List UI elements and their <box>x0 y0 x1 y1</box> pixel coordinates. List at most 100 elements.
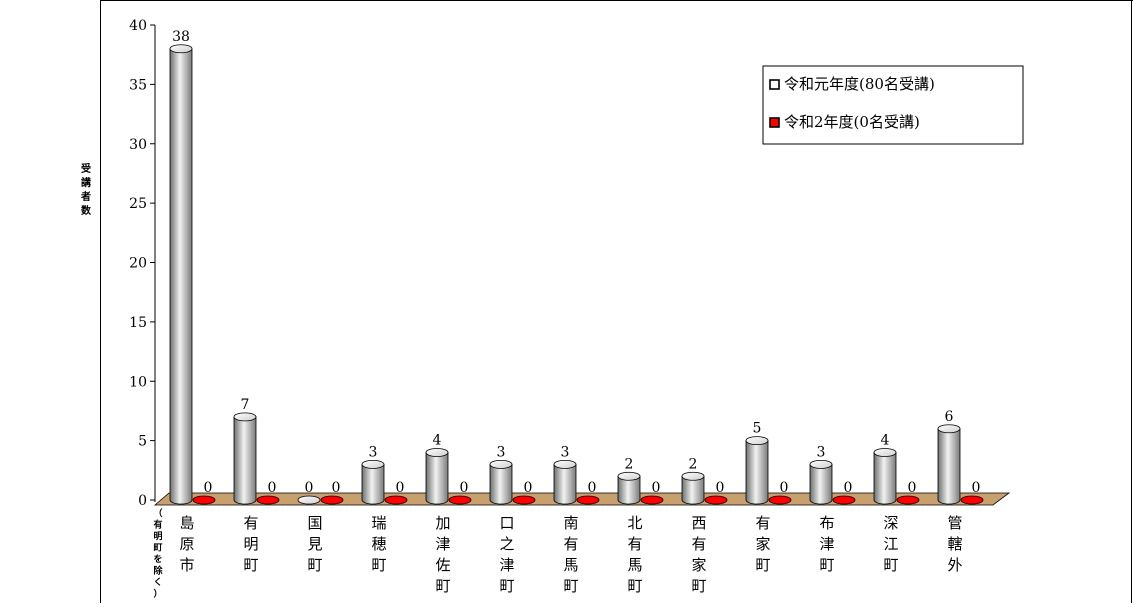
bar-series1: 3 <box>553 444 577 505</box>
data-label-series1: 6 <box>945 409 954 425</box>
bar-series1: 7 <box>233 397 257 505</box>
bar-series2: 0 <box>384 480 408 505</box>
bar-top <box>960 495 984 505</box>
bar-body <box>425 452 449 505</box>
legend-box <box>762 65 1024 145</box>
bar-body <box>873 452 897 505</box>
y-axis-label-char: 講 <box>81 176 91 189</box>
bar-series2: 0 <box>768 480 792 505</box>
data-label-series1: 3 <box>369 444 378 460</box>
y-axis-label-char: 受 <box>81 162 91 175</box>
x-tick-label: 有明町 <box>243 514 258 574</box>
bar-top <box>681 471 705 481</box>
y-tick-label: 5 <box>138 434 147 450</box>
data-label-series2: 0 <box>780 480 789 496</box>
data-label-series2: 0 <box>652 480 661 496</box>
data-label-series2: 0 <box>972 480 981 496</box>
data-label-series2: 0 <box>396 480 405 496</box>
bar-series2: 0 <box>832 480 856 505</box>
bar-body <box>745 440 769 505</box>
bar-series1: 3 <box>489 444 513 505</box>
data-label-series2: 0 <box>268 480 277 496</box>
legend-item: 令和2年度(0名受講) <box>769 113 920 131</box>
bar-series2: 0 <box>960 480 984 505</box>
bar-top <box>768 495 792 505</box>
bar-body <box>361 463 385 505</box>
bar-series1: 38 <box>169 29 193 505</box>
bar-series1: 3 <box>809 444 833 505</box>
bar-top <box>640 495 664 505</box>
y-tick-label: 15 <box>129 315 147 331</box>
bar-top <box>832 495 856 505</box>
y-tick-label: 20 <box>129 256 147 272</box>
data-label-series1: 38 <box>172 29 190 45</box>
bar-top <box>425 448 449 457</box>
bar-top <box>233 412 257 422</box>
y-tick-label: 40 <box>129 18 147 34</box>
bar-top <box>384 495 408 505</box>
category-labels: 島原市 有明町 国見町 瑞穂町 加津佐町 口之津町 南有馬町 北有馬町 西有家町 有家町 布津町 深江… <box>153 508 962 600</box>
bar-body <box>233 416 257 505</box>
bar-top <box>512 495 536 505</box>
bar-body <box>617 475 641 505</box>
bar-top <box>169 44 193 54</box>
bar-top <box>873 448 897 457</box>
bar-body <box>809 463 833 505</box>
data-label-series2: 0 <box>908 480 917 496</box>
bar-top <box>576 495 600 505</box>
x-tick-label: 国見町 <box>307 514 322 574</box>
data-label-series1: 4 <box>881 433 890 449</box>
data-label-series1: 3 <box>817 444 826 460</box>
bar-body <box>553 463 577 505</box>
bar-series2: 0 <box>448 480 472 505</box>
data-label-series2: 0 <box>588 480 597 496</box>
data-label-series2: 0 <box>460 480 469 496</box>
bars: 38 0 7 0 0 0 3 0 4 0 3 0 3 0 2 0 2 0 5 0 3 0 4 0 6 0 <box>169 29 984 505</box>
bar-series2: 0 <box>640 480 664 505</box>
bar-body <box>489 463 513 505</box>
y-tick-label: 35 <box>129 77 147 93</box>
x-tick-label: 有家町 <box>755 514 770 574</box>
bar-top <box>256 495 280 505</box>
bar-series1: 4 <box>873 433 897 505</box>
data-label-series1: 3 <box>561 444 570 460</box>
data-label-series1: 7 <box>241 397 250 413</box>
bar-top <box>896 495 920 505</box>
bar-top <box>489 459 513 469</box>
x-tick-label: 加津佐町 <box>435 514 450 595</box>
bar-top <box>297 495 321 505</box>
bar-series2: 0 <box>192 480 216 505</box>
y-tick-label: 10 <box>129 374 147 390</box>
legend-label: 令和2年度(0名受講) <box>784 113 920 131</box>
data-label-series2: 0 <box>332 480 341 496</box>
bar-series2: 0 <box>320 480 344 505</box>
x-tick-label: 南有馬町 <box>563 514 578 595</box>
bar-series2: 0 <box>256 480 280 505</box>
bar-series2: 0 <box>896 480 920 505</box>
bar-top <box>320 495 344 505</box>
y-tick-label: 0 <box>138 493 147 509</box>
data-label-series1: 2 <box>689 456 698 472</box>
bar-body <box>681 475 705 505</box>
legend: 令和元年度(80名受講) 令和2年度(0名受講) <box>762 65 1024 145</box>
bar-series1: 0 <box>297 480 321 505</box>
y-axis: 0 5 10 15 20 25 30 35 40 <box>129 18 156 509</box>
data-label-series1: 0 <box>305 480 314 496</box>
bar-body <box>937 428 961 505</box>
bar-body <box>169 48 193 505</box>
bar-series1: 5 <box>745 421 769 505</box>
x-tick-label: 布津町 <box>819 514 834 574</box>
y-axis-label-char: 者 <box>80 190 91 203</box>
y-axis-label: 受講者数 <box>80 162 92 217</box>
data-label-series2: 0 <box>844 480 853 496</box>
bar-series1: 3 <box>361 444 385 505</box>
x-tick-label: 管轄外 <box>947 514 962 574</box>
y-tick-label: 25 <box>129 196 147 212</box>
x-tick-label: 島原市 <box>179 514 194 574</box>
category-note: （有明町を除く） <box>153 508 163 600</box>
data-label-series1: 2 <box>625 456 634 472</box>
x-tick-label: 瑞穂町 <box>371 514 386 574</box>
bar-series1: 4 <box>425 433 449 505</box>
